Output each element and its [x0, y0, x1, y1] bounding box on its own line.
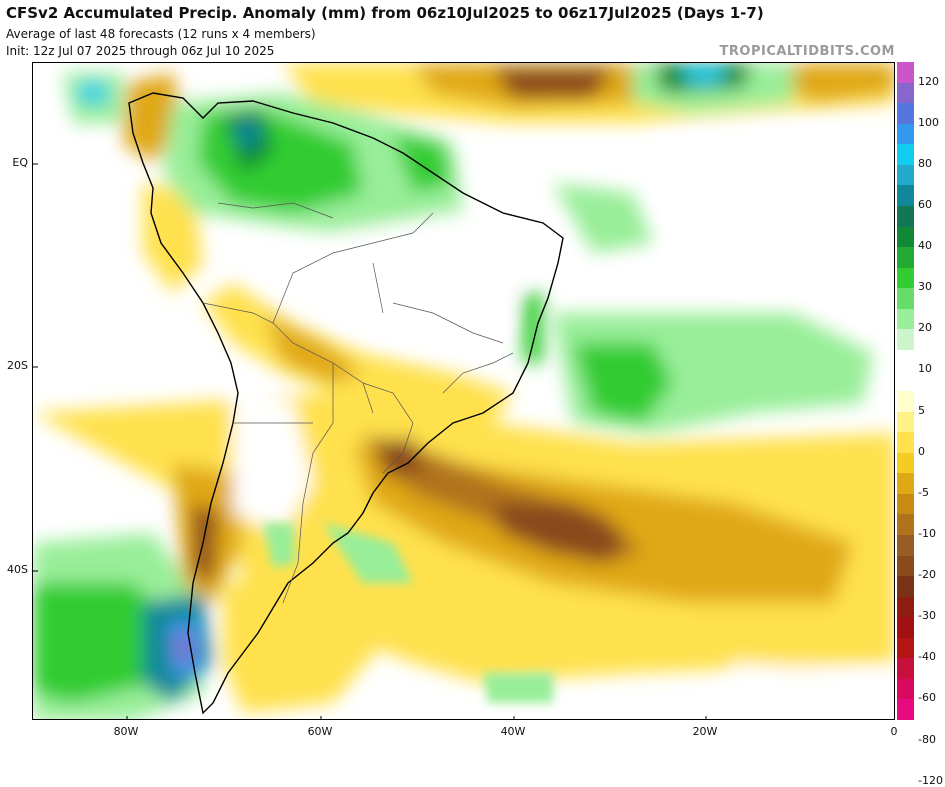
- colorbar-swatch: [897, 370, 914, 391]
- colorbar-swatch: [897, 493, 914, 515]
- colorbar-swatch: [897, 329, 914, 350]
- colorbar-label: -80: [918, 732, 936, 746]
- colorbar-swatch: [897, 144, 914, 165]
- colorbar-label: -10: [918, 526, 936, 540]
- colorbar-label: 100: [918, 115, 939, 129]
- colorbar-label: -60: [918, 691, 936, 705]
- colorbar: [897, 62, 914, 720]
- lat-label-40s: 40S: [7, 563, 28, 576]
- colorbar-swatch: [897, 164, 914, 186]
- colorbar-label: 120: [918, 74, 939, 88]
- colorbar-swatch: [897, 123, 914, 145]
- colorbar-swatch: [897, 617, 914, 638]
- map-canvas: [33, 63, 894, 719]
- colorbar-swatch: [897, 82, 914, 104]
- colorbar-swatch: [897, 534, 914, 556]
- colorbar-swatch: [897, 678, 914, 700]
- colorbar-swatch: [897, 699, 914, 720]
- colorbar-swatch: [897, 658, 914, 679]
- colorbar-label: 20: [918, 321, 932, 335]
- lat-label-20s: 20S: [7, 359, 28, 372]
- credit-watermark: TROPICALTIDBITS.COM: [719, 44, 895, 59]
- colorbar-swatch: [897, 514, 914, 535]
- colorbar-swatch: [897, 391, 914, 412]
- map-subtitle-init: Init: 12z Jul 07 2025 through 06z Jul 10…: [6, 44, 275, 58]
- colorbar-swatch: [897, 555, 914, 577]
- colorbar-swatch: [897, 411, 914, 433]
- map-subtitle-ensemble: Average of last 48 forecasts (12 runs x …: [6, 27, 316, 41]
- precip-anomaly-map: [32, 62, 895, 720]
- colorbar-label: -20: [918, 568, 936, 582]
- colorbar-swatch: [897, 247, 914, 268]
- colorbar-swatch: [897, 308, 914, 330]
- colorbar-swatch: [897, 267, 914, 289]
- colorbar-label: 10: [918, 362, 932, 376]
- colorbar-swatch: [897, 62, 914, 83]
- colorbar-label: -40: [918, 650, 936, 664]
- lat-label-eq: EQ: [12, 156, 28, 169]
- colorbar-swatch: [897, 596, 914, 618]
- lon-label-40w: 40W: [500, 725, 526, 738]
- colorbar-swatch: [897, 205, 914, 227]
- colorbar-swatch: [897, 637, 914, 659]
- colorbar-label: 5: [918, 403, 925, 417]
- colorbar-label: 80: [918, 156, 932, 170]
- colorbar-label: 40: [918, 239, 932, 253]
- lon-label-80w: 80W: [113, 725, 139, 738]
- colorbar-swatch: [897, 185, 914, 206]
- anomaly-field: [33, 63, 894, 719]
- colorbar-swatch: [897, 473, 914, 494]
- lon-label-60w: 60W: [307, 725, 333, 738]
- country-borders: [202, 202, 514, 604]
- colorbar-label: 30: [918, 280, 932, 294]
- colorbar-swatch: [897, 452, 914, 474]
- colorbar-swatch: [897, 226, 914, 248]
- continent-outline: [128, 92, 564, 715]
- lon-label-20w: 20W: [692, 725, 718, 738]
- colorbar-label: 60: [918, 197, 932, 211]
- lon-label-0: 0: [890, 725, 898, 738]
- colorbar-label: 0: [918, 444, 925, 458]
- colorbar-swatch: [897, 103, 914, 124]
- colorbar-swatch: [897, 288, 914, 309]
- colorbar-label: -5: [918, 485, 929, 499]
- colorbar-label: -30: [918, 609, 936, 623]
- colorbar-swatch: [897, 349, 914, 371]
- map-title: CFSv2 Accumulated Precip. Anomaly (mm) f…: [6, 4, 764, 22]
- colorbar-swatch: [897, 576, 914, 597]
- colorbar-label: -120: [918, 773, 943, 787]
- colorbar-swatch: [897, 432, 914, 453]
